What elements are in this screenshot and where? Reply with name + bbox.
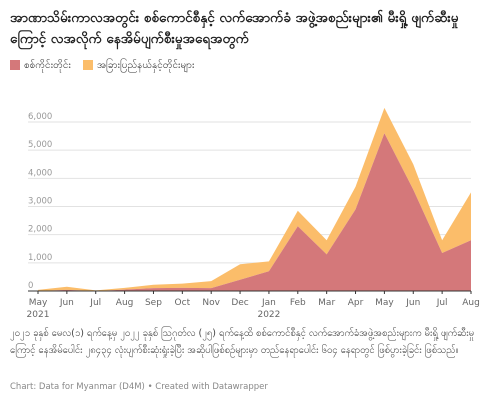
x-tick-label-13: Jun (405, 298, 420, 308)
y-tick-label-2: 2,000 (28, 225, 52, 235)
legend-swatch-other (82, 60, 93, 70)
y-tick-label-6: 6,000 (28, 112, 52, 122)
x-tick-label-10: Mar (318, 298, 335, 308)
x-tick-label-9: Feb (290, 298, 306, 308)
area-chart: 0 1,000 2,000 3,000 4,000 5,000 6,000 May Jun Jul… (27, 107, 480, 320)
x-tick-label-8: Jan (261, 298, 276, 308)
x-tick-label-11: Apr (348, 298, 364, 308)
chart-source: Chart: Data for Myanmar (D4M) • Created … (10, 382, 268, 392)
x-tick-label-15: Aug (462, 298, 480, 308)
chart-title: အာဏာသိမ်းကာလအတွင်း စစ်ကောင်စီနှင့် လက်အေ… (10, 10, 459, 47)
x-tick-label-5: Oct (175, 298, 191, 308)
x-year-label-0: 2021 (27, 310, 50, 320)
y-tick-label-0: 0 (28, 281, 33, 291)
legend-swatch-sagaing (10, 60, 20, 70)
x-tick-label-6: Nov (202, 298, 220, 308)
x-tick-label-14: Jul (436, 298, 448, 308)
x-year-label-1: 2022 (257, 310, 280, 320)
x-tick-label-2: Jul (89, 298, 101, 308)
x-tick-label-0: May (29, 298, 48, 308)
y-tick-label-4: 4,000 (28, 168, 52, 178)
legend-label-sagaing: စစ်ကိုင်းတိုင်း (24, 59, 71, 71)
y-tick-label-5: 5,000 (28, 140, 52, 150)
y-tick-label-3: 3,000 (28, 197, 52, 207)
y-tick-label-1: 1,000 (28, 253, 52, 263)
x-tick-label-12: May (375, 298, 394, 308)
x-tick-label-7: Dec (231, 298, 248, 308)
legend: စစ်ကိုင်းတိုင်း အခြားပြည်နယ်နှင့်တိုင်းမ… (10, 58, 477, 72)
legend-item-other: အခြားပြည်နယ်နှင့်တိုင်းများ (82, 58, 195, 73)
series-area-sagaing (38, 133, 471, 291)
x-tick-label-1: Jun (59, 298, 74, 308)
legend-label-other: အခြားပြည်နယ်နှင့်တိုင်းများ (96, 59, 195, 71)
x-tick-label-4: Sep (145, 298, 162, 308)
legend-item-sagaing: စစ်ကိုင်းတိုင်း (10, 58, 71, 73)
x-tick-label-3: Aug (116, 298, 134, 308)
chart-note: ၂၀၂၁ ခုနှစ် မေလ(၁) ရက်နေ့မှ ၂၀၂၂ ခုနှစ် … (10, 328, 475, 356)
